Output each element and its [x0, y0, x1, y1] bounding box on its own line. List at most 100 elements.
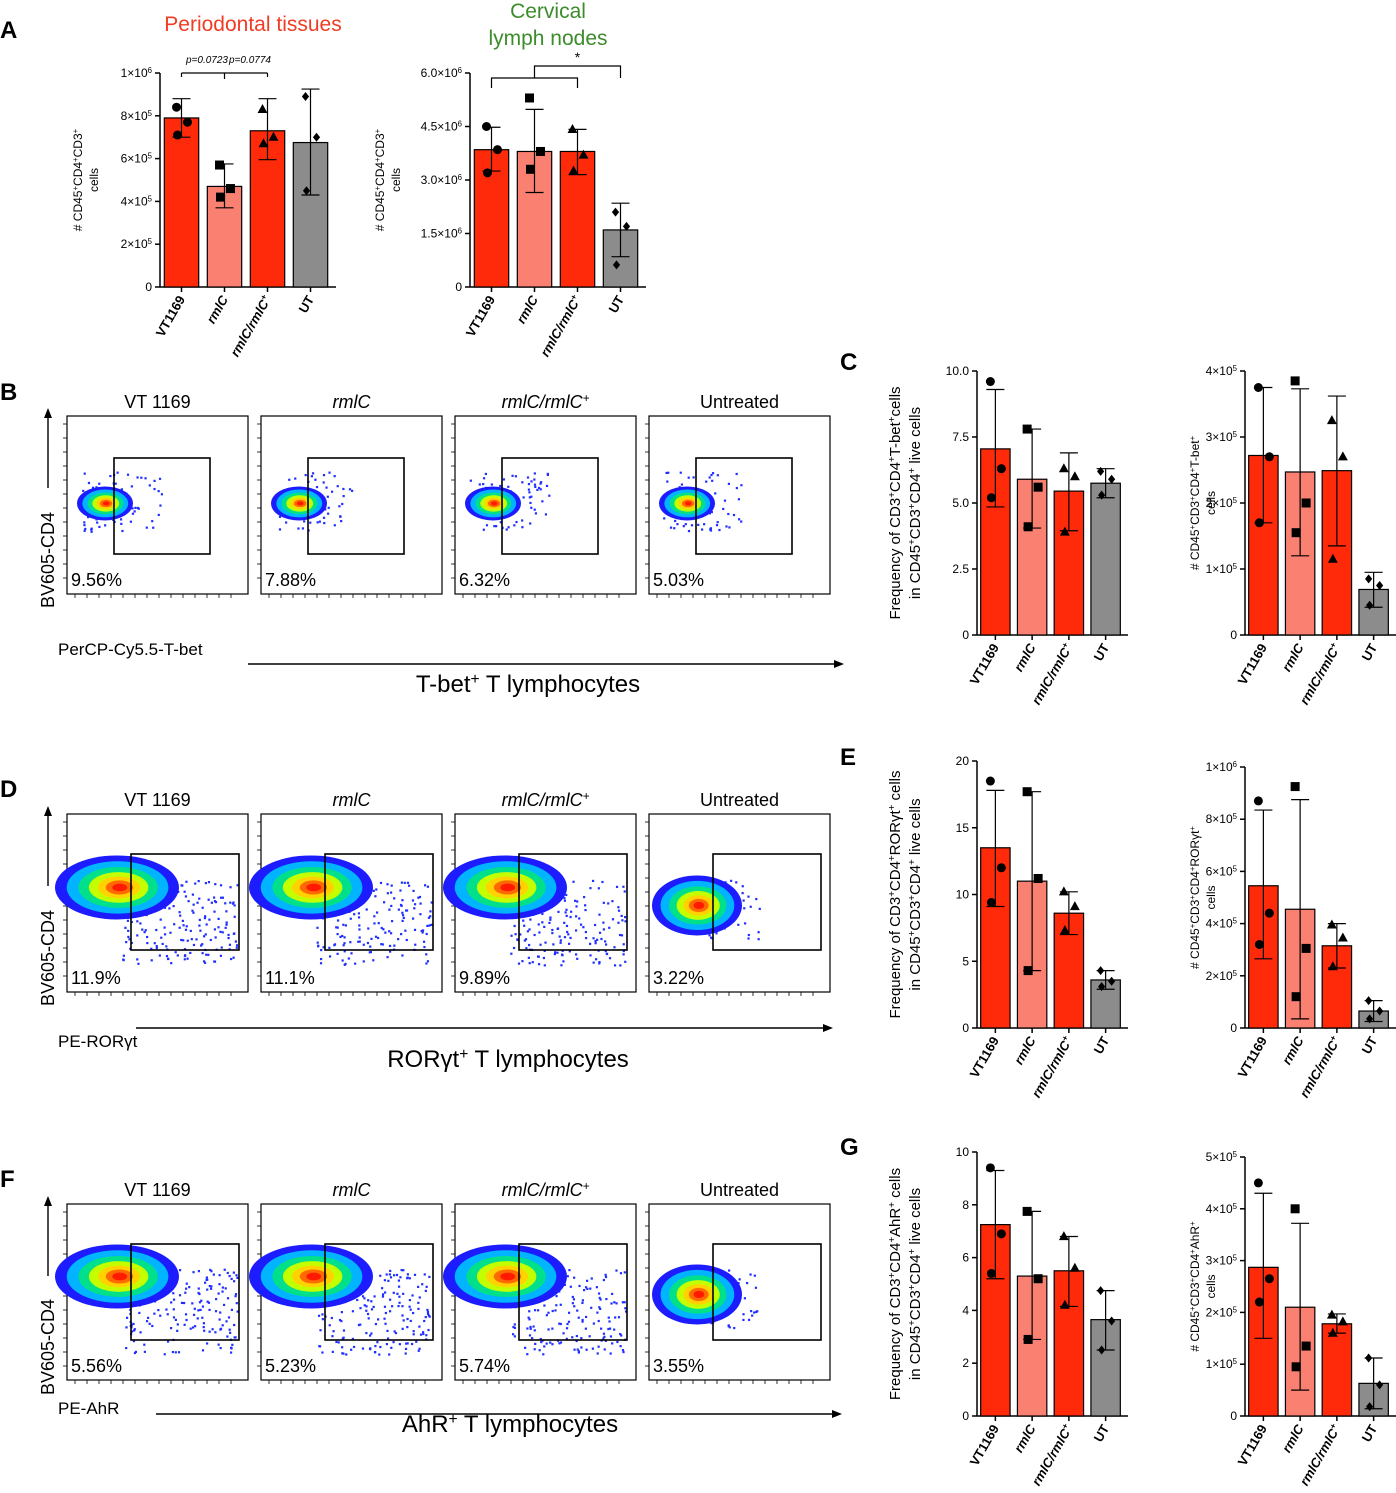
plot-group-title: rmlC/rmlC+ — [502, 1180, 590, 1201]
event-dot — [422, 940, 426, 943]
event-dot — [617, 1316, 621, 1319]
event-dot — [418, 895, 422, 899]
event-dot — [184, 895, 188, 898]
data-point-square — [1290, 782, 1300, 792]
event-dot — [370, 1332, 373, 1335]
event-dot — [236, 884, 239, 887]
event-dot — [219, 930, 222, 933]
event-dot — [319, 1329, 322, 1332]
plot-group-title: rmlC/rmlC+ — [502, 790, 590, 811]
data-point-diamond — [1366, 600, 1374, 610]
event-dot — [354, 962, 357, 965]
data-point-circle — [996, 1229, 1006, 1239]
event-dot — [182, 939, 185, 942]
event-dot — [339, 935, 342, 939]
label-part: 1×10 — [1206, 562, 1233, 576]
y-tick-label: 0 — [145, 280, 152, 294]
y-tick-label: 15 — [956, 821, 970, 835]
y-tick-label: 20 — [956, 754, 970, 768]
event-dot — [120, 488, 123, 491]
event-dot — [152, 526, 155, 529]
event-dot — [309, 521, 312, 524]
event-dot — [138, 1311, 141, 1315]
superscript: + — [907, 1248, 918, 1254]
event-dot — [401, 919, 404, 922]
event-dot — [146, 935, 149, 939]
event-dot — [396, 1292, 399, 1295]
event-dot — [567, 933, 570, 936]
event-dot — [617, 921, 620, 924]
event-dot — [499, 484, 502, 488]
data-point-square — [1033, 482, 1043, 492]
event-dot — [393, 944, 396, 947]
event-dot — [181, 919, 184, 922]
event-dot — [607, 1316, 610, 1319]
event-dot — [82, 489, 85, 492]
event-dot — [341, 934, 344, 938]
event-dot — [417, 1307, 420, 1310]
event-dot — [214, 883, 217, 886]
event-dot — [121, 529, 124, 533]
event-dot — [224, 902, 227, 905]
label-part: 1.5×10 — [421, 227, 458, 241]
event-dot — [374, 895, 377, 898]
event-dot — [234, 1293, 238, 1296]
event-dot — [705, 480, 708, 483]
event-dot — [218, 1318, 221, 1321]
event-dot — [133, 1328, 136, 1331]
label-part: 4×10 — [1206, 917, 1233, 931]
event-dot — [178, 1294, 182, 1297]
label-part: CD4 — [907, 1254, 924, 1284]
event-dot — [576, 900, 579, 903]
data-point-diamond — [1365, 996, 1373, 1006]
y-axis-title-line2: cells — [389, 168, 403, 192]
event-dot — [83, 521, 86, 524]
gate-box — [695, 457, 793, 555]
event-dot — [684, 523, 687, 526]
event-dot — [386, 883, 389, 886]
label-part: UT — [1091, 1034, 1113, 1057]
event-dot — [168, 907, 171, 910]
x-tick-label: rmlC — [513, 292, 541, 326]
event-dot — [541, 921, 544, 924]
x-tick-label: UT — [1091, 1034, 1113, 1057]
event-dot — [559, 1303, 562, 1306]
event-dot — [406, 1317, 409, 1321]
data-point-circle — [173, 130, 182, 140]
event-dot — [406, 881, 410, 884]
event-dot — [753, 1311, 756, 1314]
label-part: UT — [605, 293, 627, 316]
event-dot — [514, 933, 517, 936]
superscript: + — [373, 157, 382, 162]
superscript: + — [887, 855, 898, 861]
event-dot — [728, 1326, 731, 1329]
y-tick-label: 1×105 — [1206, 1357, 1238, 1372]
event-dot — [120, 522, 123, 526]
event-dot — [700, 528, 704, 531]
plot-group-title: VT 1169 — [124, 392, 190, 412]
event-dot — [321, 1313, 324, 1316]
data-point-circle — [483, 168, 492, 178]
event-dot — [554, 1309, 557, 1312]
event-dot — [201, 906, 204, 909]
event-dot — [538, 1349, 541, 1352]
event-dot — [709, 529, 713, 532]
event-dot — [527, 488, 531, 491]
event-dot — [219, 1311, 222, 1314]
gate-box — [130, 853, 240, 951]
event-dot — [143, 1343, 146, 1346]
event-dot — [417, 896, 420, 899]
y-axis-title-line2: cells — [1204, 885, 1218, 909]
event-dot — [351, 489, 354, 492]
event-dot — [525, 947, 528, 950]
event-dot — [405, 1342, 408, 1345]
event-dot — [229, 901, 232, 904]
event-dot — [539, 943, 542, 946]
event-dot — [209, 1287, 213, 1290]
event-dot — [322, 474, 326, 477]
event-dot — [214, 936, 217, 939]
event-dot — [703, 523, 706, 526]
event-dot — [414, 943, 417, 946]
event-dot — [559, 1322, 562, 1326]
density-contour — [112, 1272, 128, 1281]
